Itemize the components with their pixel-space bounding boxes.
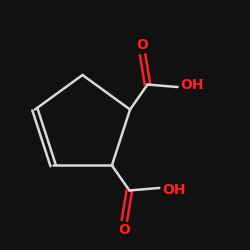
Text: OH: OH [162,184,186,198]
Text: O: O [118,223,130,237]
Text: O: O [136,38,148,52]
Text: OH: OH [180,78,204,92]
